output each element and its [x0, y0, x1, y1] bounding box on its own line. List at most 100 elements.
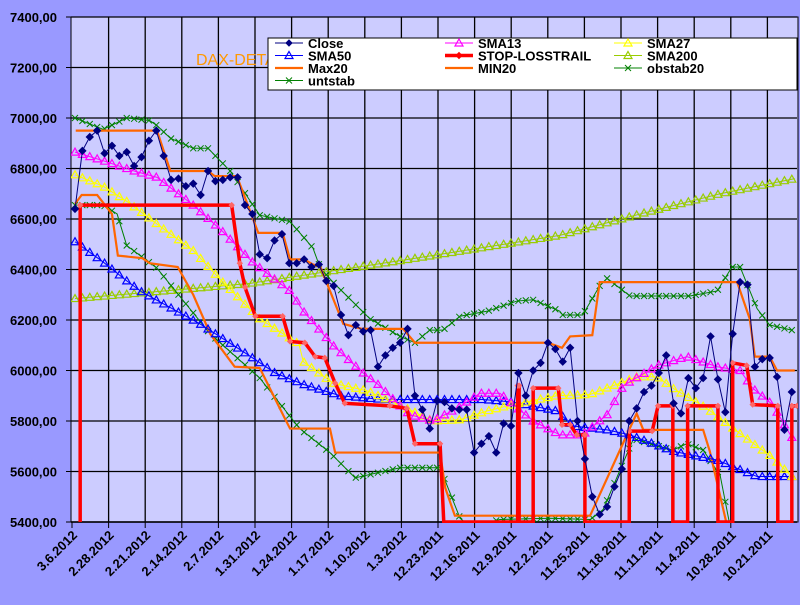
- sma13-point: [432, 413, 443, 423]
- untstab-point: [315, 440, 323, 448]
- close-point: [144, 136, 154, 145]
- sma200-point: [698, 192, 709, 202]
- sma13-point: [661, 357, 672, 367]
- sma27-point: [469, 409, 480, 419]
- close-point: [344, 330, 353, 340]
- obstab20-point: [293, 225, 301, 233]
- sma27-point: [764, 450, 775, 460]
- sma50-point: [616, 427, 627, 437]
- untstab-point: [152, 264, 160, 272]
- legend-item-sma13: SMA13: [445, 36, 521, 51]
- sma27-point: [217, 276, 228, 286]
- sma200-point: [313, 267, 324, 277]
- untstab-point: [226, 348, 234, 356]
- sma50-point: [166, 302, 177, 312]
- close-point: [100, 149, 109, 158]
- sma27-point: [77, 172, 88, 182]
- untstab-point: [396, 464, 404, 472]
- untstab-point: [418, 464, 426, 472]
- obstab20-point: [707, 288, 714, 296]
- sma27-point: [114, 191, 125, 201]
- close-point: [625, 416, 634, 426]
- obstab20-point: [581, 307, 589, 315]
- sma50-point: [446, 394, 457, 404]
- sma50-point: [269, 367, 280, 377]
- obstab20-point: [115, 118, 123, 125]
- sma50-point: [542, 403, 553, 413]
- obstab20-point: [204, 144, 212, 152]
- sma27-point: [262, 318, 273, 328]
- sma200-point: [446, 247, 457, 257]
- y-axis: 5400,00 5600,00 5800,00 6000,00 6200,00 6400,…: [10, 10, 71, 530]
- y-tick-label: 6200,00: [10, 313, 57, 328]
- sma13-point: [210, 219, 221, 229]
- obstab20-point: [699, 290, 707, 297]
- stop-losstrail-point: [774, 402, 781, 410]
- stop-losstrail-point: [654, 402, 662, 410]
- stop-losstrail-point: [252, 313, 259, 320]
- sma200-point: [602, 217, 613, 227]
- close-point: [189, 179, 198, 188]
- sma27-point: [299, 356, 310, 366]
- chart-title: DAX-DETAIL: [196, 52, 289, 69]
- legend-label: SMA200: [647, 49, 698, 64]
- obstab20-point: [633, 292, 640, 300]
- obstab20-point: [441, 325, 448, 333]
- sma50-point: [92, 252, 103, 262]
- close-point: [551, 344, 560, 354]
- sma50-point: [535, 402, 546, 412]
- legend-label: Max20: [308, 61, 348, 76]
- sma27-point: [166, 229, 177, 238]
- close-point: [610, 482, 619, 491]
- sma13-point: [587, 421, 598, 431]
- stop-losstrail-point: [341, 400, 348, 407]
- close-point: [558, 357, 567, 366]
- legend-marker: [622, 50, 634, 60]
- sma13-point: [239, 249, 251, 258]
- sma27-point: [476, 407, 487, 417]
- sma13-point: [129, 165, 140, 175]
- obstab20-point: [551, 305, 559, 313]
- stop-losstrail-point: [403, 405, 411, 412]
- sma13-point: [690, 354, 701, 364]
- obstab20-point: [566, 311, 574, 319]
- sma200-point: [432, 249, 443, 259]
- legend-item-close: Close: [275, 36, 343, 51]
- close-point: [684, 373, 693, 383]
- obstab20-point: [559, 311, 567, 319]
- obstab20-point: [721, 274, 729, 282]
- sma200-point: [491, 240, 502, 250]
- sma13-point: [387, 393, 398, 403]
- sma200-point: [646, 205, 657, 215]
- min20-line: [74, 193, 728, 523]
- obstab20-point: [278, 216, 286, 224]
- y-tick-label: 7400,00: [10, 10, 57, 25]
- sma27-point: [683, 392, 694, 401]
- close-point: [780, 425, 789, 435]
- obstab20-point: [167, 135, 175, 142]
- sma13-point: [262, 268, 273, 277]
- close-point: [706, 332, 715, 341]
- sma13-point: [757, 390, 768, 400]
- obstab20-point: [189, 144, 197, 152]
- obstab20-point: [544, 302, 552, 310]
- sma27-point: [321, 373, 332, 382]
- sma50-point: [321, 386, 332, 396]
- close-point: [588, 492, 597, 501]
- close-point: [248, 209, 257, 219]
- legend-marker: [285, 77, 293, 84]
- sma200-point: [772, 176, 783, 186]
- sma27-point: [602, 382, 613, 392]
- sma200-line: [74, 178, 795, 300]
- close-point: [181, 181, 191, 191]
- sma200-point: [129, 288, 140, 298]
- sma27-point: [180, 239, 191, 249]
- close-point: [115, 151, 124, 161]
- stop-losstrail-point: [749, 401, 756, 408]
- y-tick-label: 7200,00: [10, 61, 57, 76]
- close-point: [543, 338, 553, 347]
- sma27-point: [276, 327, 287, 337]
- close-point: [107, 141, 117, 150]
- sma13-point: [483, 388, 494, 397]
- untstab-point: [189, 309, 197, 317]
